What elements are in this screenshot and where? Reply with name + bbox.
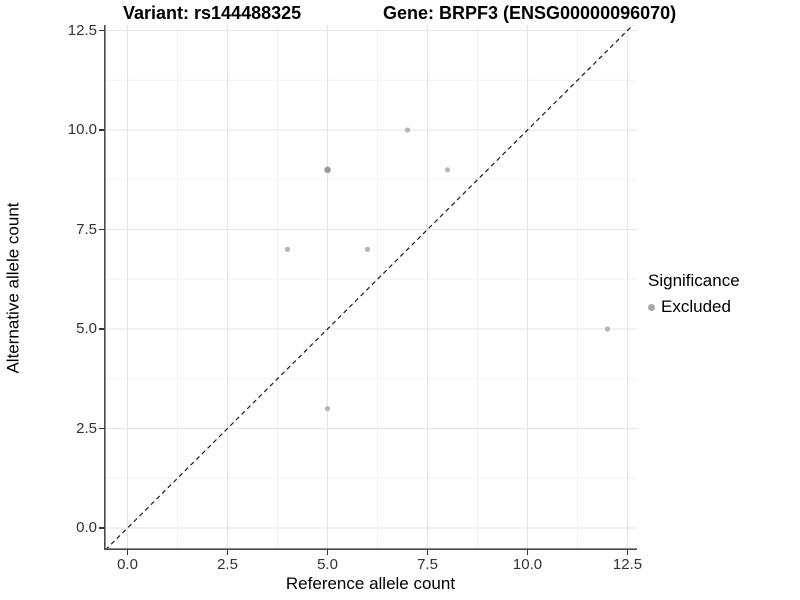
y-tick-label: 7.5: [76, 220, 97, 238]
legend-title: Significance: [648, 271, 740, 290]
x-tick-label: 7.5: [417, 556, 438, 573]
y-tick-label: 5.0: [76, 320, 97, 337]
data-point: [444, 167, 451, 173]
data-point: [364, 246, 371, 252]
y-tick-mark: [99, 527, 104, 529]
legend: Significance Excluded: [648, 271, 740, 317]
data-point: [324, 406, 331, 412]
x-tick-label: 2.5: [217, 556, 238, 573]
plot-area-svg: [104, 25, 637, 550]
y-tick-label: 2.5: [76, 419, 97, 437]
x-tick-mark: [126, 550, 129, 555]
y-tick-label: 10.0: [67, 121, 97, 138]
legend-item-label: Excluded: [661, 297, 731, 316]
y-tick-mark: [99, 29, 104, 32]
y-tick-mark: [99, 129, 104, 131]
plot-title-variant: Variant: rs144488325: [123, 3, 302, 23]
plot-title-gene: Gene: BRPF3 (ENSG00000096070): [383, 3, 677, 23]
legend-item-excluded: Excluded: [648, 297, 740, 317]
y-tick-mark: [99, 328, 104, 330]
y-tick-label: 12.5: [67, 21, 97, 39]
x-tick-label: 0.0: [117, 556, 138, 573]
x-tick-label: 12.5: [612, 556, 643, 573]
data-point: [404, 127, 411, 133]
excluded-point-icon: [648, 303, 655, 311]
x-tick-label: 10.0: [512, 556, 543, 573]
y-tick-mark: [99, 228, 104, 231]
x-tick-mark: [326, 550, 329, 555]
x-tick-mark: [426, 550, 429, 555]
identity-line: [105, 25, 634, 550]
y-tick-mark: [99, 427, 104, 430]
x-tick-mark: [526, 550, 529, 555]
plot-panel: [104, 25, 637, 550]
x-tick-mark: [226, 550, 229, 555]
data-point: [604, 326, 611, 332]
x-axis-title: Reference allele count: [285, 574, 456, 593]
data-point: [324, 166, 331, 174]
x-tick-label: 5.0: [317, 556, 338, 573]
y-tick-label: 0.0: [76, 519, 97, 536]
y-axis-title: Alternative allele count: [3, 202, 23, 374]
data-point: [284, 246, 291, 252]
x-tick-mark: [626, 550, 629, 555]
